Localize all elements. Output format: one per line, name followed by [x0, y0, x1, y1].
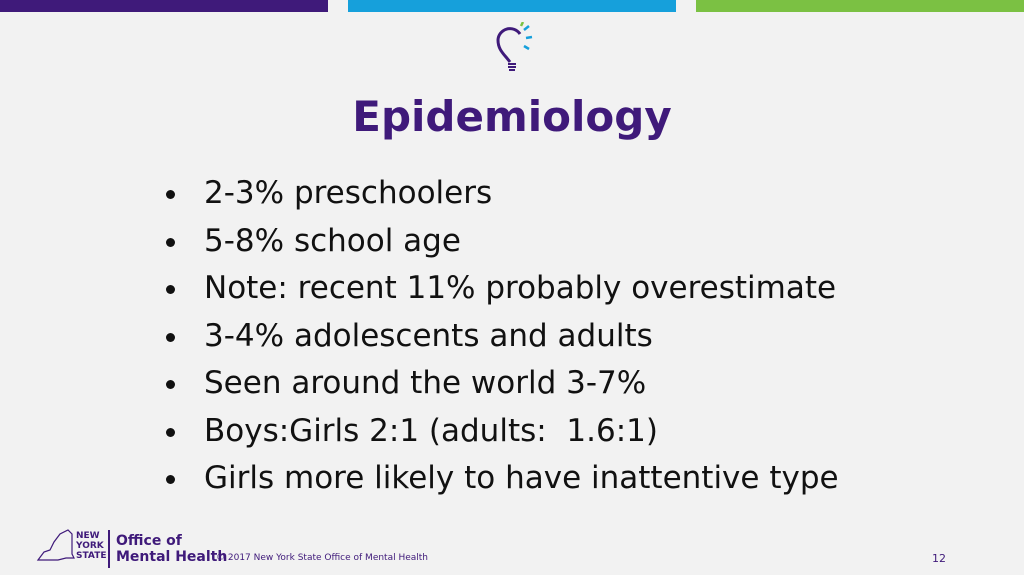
bullet-text: 5-8% school age	[204, 222, 461, 259]
state-logo-text: NEW	[76, 531, 100, 541]
bullet-list: 2-3% preschoolers 5-8% school age Note: re…	[165, 170, 839, 503]
state-logo-text: STATE	[76, 551, 107, 561]
page-number: 12	[932, 552, 946, 565]
bullet-dot	[166, 237, 175, 247]
top-bar-green	[696, 0, 1024, 12]
bullet-dot	[166, 380, 175, 389]
bullet-item: Boys:Girls 2:1 (adults: 1.6:1)	[165, 408, 839, 456]
office-name: Mental Health	[116, 549, 228, 565]
top-bar-purple	[0, 0, 328, 12]
bullet-item: Seen around the world 3-7%	[165, 360, 839, 408]
bullet-item: 5-8% school age	[165, 218, 839, 266]
bullet-text: Girls more likely to have inattentive ty…	[204, 460, 839, 496]
bullet-item: 2-3% preschoolers	[165, 170, 839, 218]
state-logo-text: YORK	[76, 541, 104, 551]
bullet-text: 2-3% preschoolers	[204, 175, 493, 211]
bullet-dot	[166, 475, 175, 484]
bullet-text: 3-4% adolescents and adults	[204, 317, 653, 354]
bullet-dot	[166, 285, 175, 294]
top-bar-blue	[348, 0, 676, 12]
bullet-dot	[166, 190, 175, 199]
bullet-text: Boys:Girls 2:1 (adults: 1.6:1)	[204, 412, 658, 449]
copyright: © 2017 New York State Office of Mental H…	[216, 553, 429, 563]
state-outline	[36, 529, 75, 561]
logo-divider	[108, 530, 110, 568]
bullet-item: Girls more likely to have inattentive ty…	[165, 455, 839, 503]
office-name: Office of	[116, 533, 182, 549]
bullet-dot	[166, 427, 175, 437]
lightbulb-icon	[496, 22, 533, 71]
bullet-text: Seen around the world 3-7%	[204, 365, 647, 401]
bullet-dot	[166, 332, 175, 342]
bullet-item: 3-4% adolescents and adults	[165, 313, 839, 361]
bullet-item: Note: recent 11% probably overestimate	[165, 265, 839, 313]
bullet-text: Note: recent 11% probably overestimate	[204, 270, 837, 306]
slide-title: Epidemiology	[352, 92, 672, 141]
